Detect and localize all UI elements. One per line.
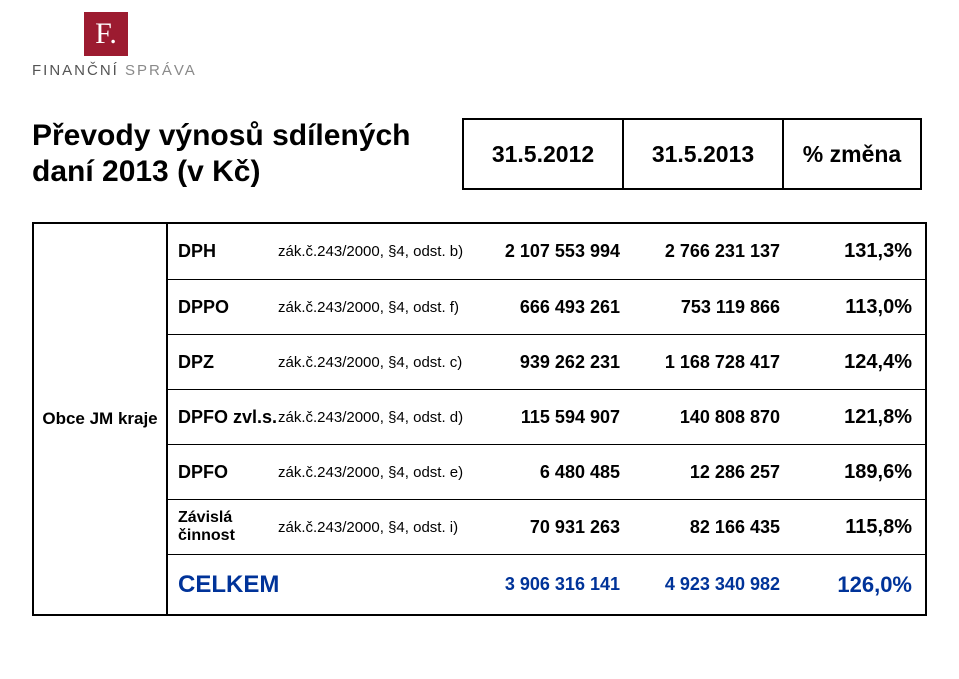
value-2013: 140 808 870 bbox=[626, 407, 786, 428]
table-row: DPZ zák.č.243/2000, §4, odst. c) 939 262… bbox=[168, 334, 925, 389]
tax-name: DPH bbox=[168, 241, 278, 262]
data-table: Obce JM kraje DPH zák.č.243/2000, §4, od… bbox=[32, 222, 927, 616]
total-2013: 4 923 340 982 bbox=[626, 574, 786, 595]
value-2013: 82 166 435 bbox=[626, 517, 786, 538]
law-ref: zák.č.243/2000, §4, odst. b) bbox=[278, 243, 466, 260]
value-2013: 2 766 231 137 bbox=[626, 241, 786, 262]
page-root: F. FINANČNÍ SPRÁVA Převody výnosů sdílen… bbox=[0, 0, 959, 679]
table-outer: Obce JM kraje DPH zák.č.243/2000, §4, od… bbox=[32, 222, 927, 616]
total-pct: 126,0% bbox=[786, 572, 924, 598]
brand-logo-letter: F. bbox=[95, 17, 117, 51]
brand-logo-box: F. bbox=[84, 12, 128, 56]
table-row: DPPO zák.č.243/2000, §4, odst. f) 666 49… bbox=[168, 279, 925, 334]
table-row: DPFO zvl.s. zák.č.243/2000, §4, odst. d)… bbox=[168, 389, 925, 444]
table-row: DPH zák.č.243/2000, §4, odst. b) 2 107 5… bbox=[168, 224, 925, 279]
header-col-3: % změna bbox=[782, 120, 920, 188]
value-pct: 115,8% bbox=[786, 516, 924, 539]
brand-logo: F. bbox=[84, 12, 128, 56]
title-row: Převody výnosů sdílených daní 2013 (v Kč… bbox=[32, 118, 927, 190]
tax-name: DPZ bbox=[168, 352, 278, 373]
total-2012: 3 906 316 141 bbox=[466, 574, 626, 595]
law-ref: zák.č.243/2000, §4, odst. f) bbox=[278, 299, 466, 316]
table-row: Závisláčinnost zák.č.243/2000, §4, odst.… bbox=[168, 499, 925, 554]
value-2012: 2 107 553 994 bbox=[466, 241, 626, 262]
value-pct: 121,8% bbox=[786, 406, 924, 429]
tax-name: DPPO bbox=[168, 297, 278, 318]
total-label: CELKEM bbox=[168, 571, 278, 599]
brand-text-1: FINANČNÍ bbox=[32, 62, 119, 79]
value-2013: 1 168 728 417 bbox=[626, 352, 786, 373]
row-group-label: Obce JM kraje bbox=[34, 224, 166, 614]
table-header: 31.5.2012 31.5.2013 % změna bbox=[462, 118, 922, 190]
value-pct: 124,4% bbox=[786, 351, 924, 374]
table-row-total: CELKEM 3 906 316 141 4 923 340 982 126,0… bbox=[168, 554, 925, 614]
value-2013: 753 119 866 bbox=[626, 297, 786, 318]
value-2013: 12 286 257 bbox=[626, 462, 786, 483]
value-pct: 113,0% bbox=[786, 296, 924, 319]
law-ref: zák.č.243/2000, §4, odst. c) bbox=[278, 354, 466, 371]
tax-name: DPFO bbox=[168, 462, 278, 483]
header-col-2: 31.5.2013 bbox=[622, 120, 782, 188]
value-2012: 70 931 263 bbox=[466, 517, 626, 538]
tax-name: DPFO zvl.s. bbox=[168, 407, 278, 428]
value-2012: 6 480 485 bbox=[466, 462, 626, 483]
value-2012: 939 262 231 bbox=[466, 352, 626, 373]
law-ref: zák.č.243/2000, §4, odst. i) bbox=[278, 519, 466, 536]
title-line-2: daní 2013 (v Kč) bbox=[32, 154, 462, 190]
brand-text-2: SPRÁVA bbox=[125, 62, 197, 79]
table-rows: DPH zák.č.243/2000, §4, odst. b) 2 107 5… bbox=[166, 224, 925, 614]
value-pct: 131,3% bbox=[786, 240, 924, 263]
law-ref: zák.č.243/2000, §4, odst. d) bbox=[278, 409, 466, 426]
table-row: DPFO zák.č.243/2000, §4, odst. e) 6 480 … bbox=[168, 444, 925, 499]
value-pct: 189,6% bbox=[786, 461, 924, 484]
tax-name: Závisláčinnost bbox=[168, 509, 278, 546]
law-ref: zák.č.243/2000, §4, odst. e) bbox=[278, 464, 466, 481]
title-line-1: Převody výnosů sdílených bbox=[32, 118, 462, 154]
page-title: Převody výnosů sdílených daní 2013 (v Kč… bbox=[32, 118, 462, 190]
value-2012: 666 493 261 bbox=[466, 297, 626, 318]
brand-logo-text: FINANČNÍ SPRÁVA bbox=[32, 62, 197, 79]
header-col-1: 31.5.2012 bbox=[462, 120, 622, 188]
value-2012: 115 594 907 bbox=[466, 407, 626, 428]
